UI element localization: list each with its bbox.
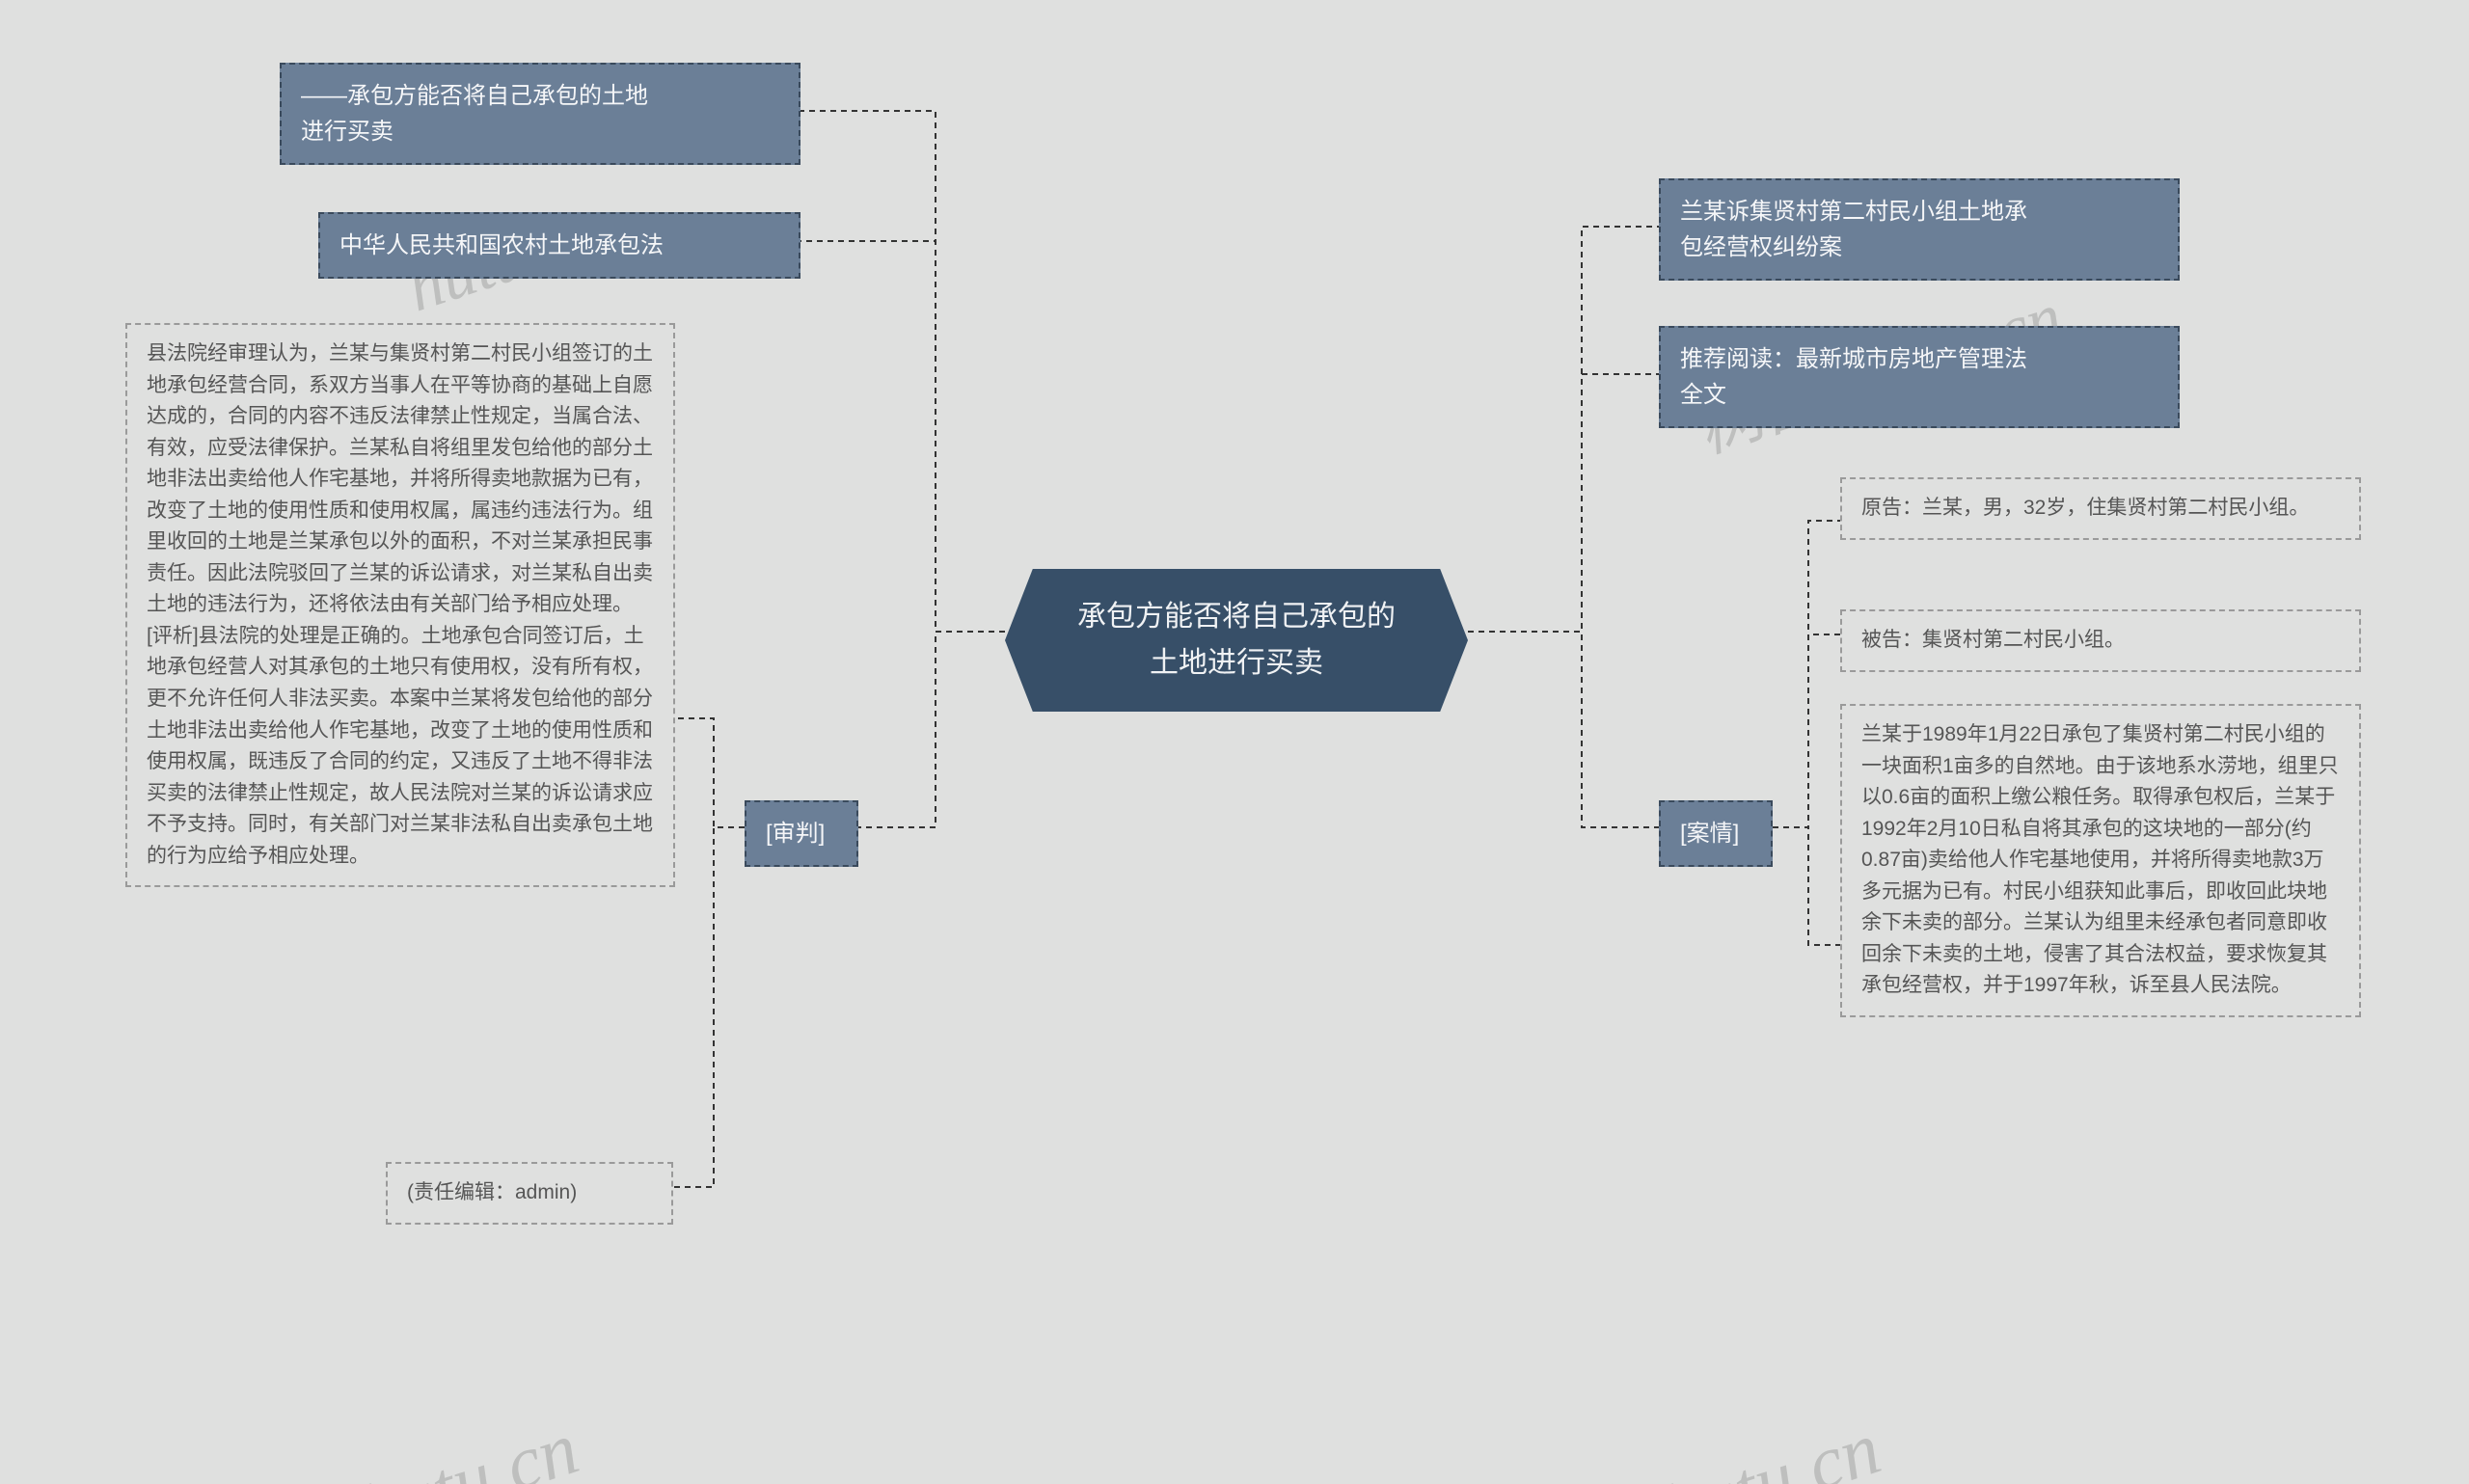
- left-branch-2: 中华人民共和国农村土地承包法: [318, 212, 800, 279]
- right-branch-recommended: 推荐阅读：最新城市房地产管理法全文: [1659, 326, 2180, 428]
- center-node: 承包方能否将自己承包的土地进行买卖: [1005, 569, 1468, 712]
- watermark: hutu.cn: [349, 1404, 588, 1484]
- right-branch-case-title: 兰某诉集贤村第二村民小组土地承包经营权纠纷案: [1659, 178, 2180, 281]
- case-facts-text: 兰某于1989年1月22日承包了集贤村第二村民小组的一块面积1亩多的自然地。由于…: [1840, 704, 2361, 1017]
- trial-analysis-text: 县法院经审理认为，兰某与集贤村第二村民小组签订的土地承包经营合同，系双方当事人在…: [125, 323, 675, 887]
- left-branch-1: ——承包方能否将自己承包的土地进行买卖: [280, 63, 800, 165]
- editor-credit: (责任编辑：admin): [386, 1162, 673, 1225]
- plaintiff-info: 原告：兰某，男，32岁，住集贤村第二村民小组。: [1840, 477, 2361, 540]
- right-branch-facts: [案情]: [1659, 800, 1773, 867]
- left-branch-trial: [审判]: [745, 800, 858, 867]
- watermark: hutu.cn: [1651, 1404, 1890, 1484]
- defendant-info: 被告：集贤村第二村民小组。: [1840, 609, 2361, 672]
